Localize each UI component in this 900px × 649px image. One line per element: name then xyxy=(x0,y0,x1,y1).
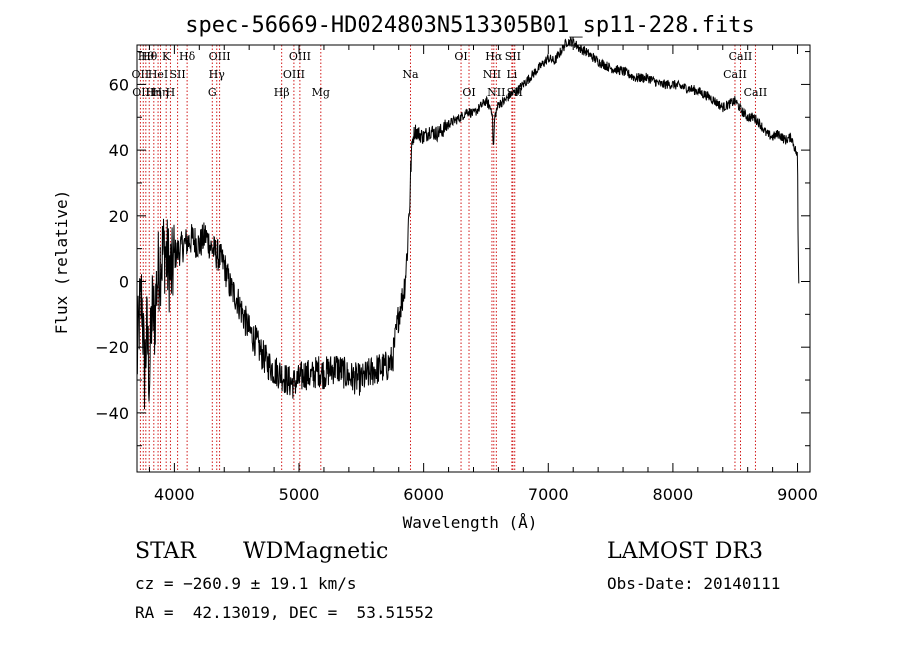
line-label: Hη xyxy=(152,86,168,99)
y-axis-label: Flux (relative) xyxy=(52,190,71,335)
y-tick-label: 60 xyxy=(109,75,129,94)
line-label: Hθ xyxy=(138,50,155,63)
line-label: OI xyxy=(462,86,475,99)
x-tick-label: 8000 xyxy=(653,485,694,504)
x-tick-label: 9000 xyxy=(777,485,818,504)
line-label: HeI xyxy=(148,68,168,81)
object-class: STAR xyxy=(135,539,196,564)
y-tick-label: 40 xyxy=(109,141,129,160)
line-label: CaII xyxy=(744,86,768,99)
line-label: Hθ xyxy=(141,50,158,63)
x-tick-label: 5000 xyxy=(279,485,320,504)
spectrum-series xyxy=(136,37,800,410)
line-label: Hδ xyxy=(179,50,196,63)
y-tick-label: 20 xyxy=(109,207,129,226)
line-label: Na xyxy=(402,68,419,81)
line-label: SII xyxy=(170,68,186,81)
line-label: CaII xyxy=(723,68,747,81)
line-label: SII xyxy=(505,50,521,63)
line-label: Hα xyxy=(485,50,503,63)
spectral-line-labels: OIIOIIIHθHθHηHeIHηKHSIIHδGHγOIIIHβOIIIOI… xyxy=(132,50,768,99)
line-label: OIII xyxy=(283,68,305,81)
x-tick-label: 4000 xyxy=(154,485,195,504)
line-label: H xyxy=(166,86,176,99)
x-tick-label: 6000 xyxy=(403,485,444,504)
line-label: Li xyxy=(506,68,517,81)
chart-title: spec-56669-HD024803N513305B01_sp11-228.f… xyxy=(185,13,755,38)
line-label: OII xyxy=(132,68,150,81)
line-label: OIII xyxy=(132,86,154,99)
line-label: OIII xyxy=(289,50,311,63)
line-label: Hβ xyxy=(274,86,290,99)
y-tick-label: −40 xyxy=(95,404,129,423)
observation-date: Obs-Date: 20140111 xyxy=(607,574,781,593)
line-label: CaII xyxy=(729,50,753,63)
line-label: G xyxy=(208,86,217,99)
x-axis-label: Wavelength (Å) xyxy=(403,513,538,532)
spectrum-line xyxy=(136,37,800,410)
object-subclass: WDMagnetic xyxy=(243,539,389,564)
axis-ticks: 4000 5000 6000 7000 8000 9000 −40 −20 0 20 40 60 xyxy=(95,45,818,504)
line-label: K xyxy=(162,50,171,63)
line-label: OI xyxy=(454,50,467,63)
line-label: Hη xyxy=(146,86,162,99)
spectral-line-markers xyxy=(139,45,756,472)
line-label: Mg xyxy=(312,86,330,99)
line-label: OIII xyxy=(209,50,231,63)
line-label: NII xyxy=(483,68,501,81)
line-label: Hγ xyxy=(209,68,226,81)
survey-name: LAMOST DR3 xyxy=(607,539,763,564)
y-tick-label: −20 xyxy=(95,338,129,357)
redshift-velocity: cz = −260.9 ± 19.1 km/s xyxy=(135,574,357,593)
y-tick-label: 0 xyxy=(119,272,129,291)
coordinates: RA = 42.13019, DEC = 53.51552 xyxy=(135,603,434,622)
x-tick-label: 7000 xyxy=(528,485,569,504)
line-label: NII xyxy=(487,86,505,99)
